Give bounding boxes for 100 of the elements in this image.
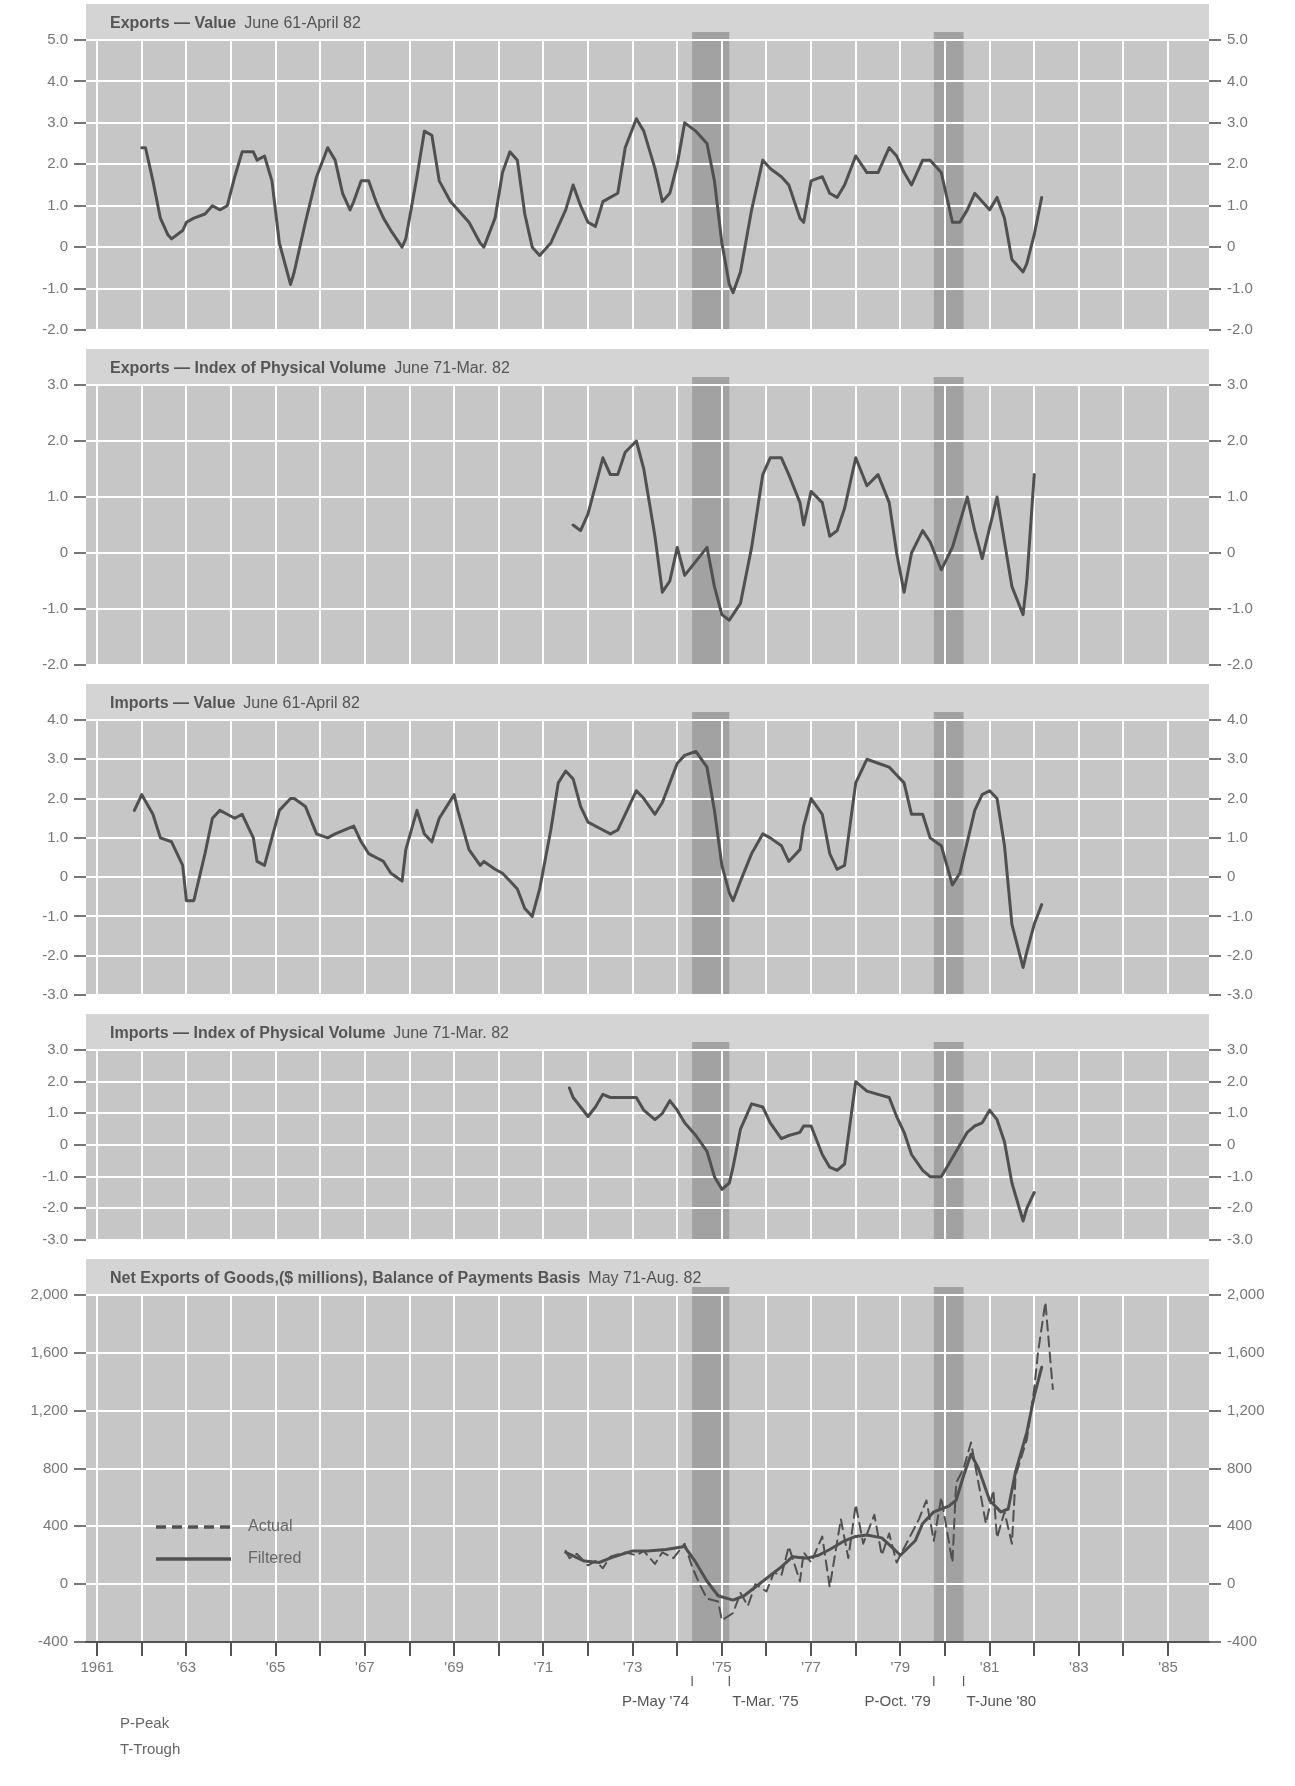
y-tick-label: 5.0 <box>47 30 68 48</box>
y-tick-label: -2.0 <box>42 655 68 673</box>
text: T-Trough <box>120 1740 181 1757</box>
y2-tick-label: 2.0 <box>1227 431 1248 449</box>
y-tick-label: 1,200 <box>30 1400 68 1418</box>
y-tick-label: 2.0 <box>47 431 68 449</box>
y-tick-label: -2.0 <box>42 945 68 963</box>
y-tick-label: 3.0 <box>47 113 68 130</box>
y-tick-label: -400 <box>37 1632 68 1650</box>
legend-label: Filtered <box>248 1549 302 1567</box>
y-tick-label: 400 <box>42 1516 68 1534</box>
chart-subtitle: June 61-April 82 <box>244 14 361 31</box>
x-tick-label: '71 <box>533 1658 554 1676</box>
y2-tick-label: -400 <box>1227 1632 1258 1650</box>
y2-tick-label: -2.0 <box>1227 655 1253 673</box>
y-tick-label: -1.0 <box>42 1166 68 1184</box>
y2-tick-label: 0 <box>1227 543 1236 561</box>
x-tick-label: '67 <box>355 1658 375 1676</box>
ref-line-label: T-June '80 <box>966 1692 1037 1709</box>
x-tick-label: '83 <box>1069 1658 1089 1676</box>
x-tick-label: 1961 <box>80 1658 114 1676</box>
chart-subtitle: June 61-April 82 <box>243 694 360 711</box>
y2-tick-label: 1,200 <box>1227 1400 1265 1418</box>
y-tick-label: 0 <box>59 867 68 885</box>
ref-line-label: T-Mar. '75 <box>732 1692 799 1709</box>
y2-tick-label: -2.0 <box>1227 1198 1253 1216</box>
y2-tick-label: -3.0 <box>1227 985 1253 1003</box>
ref-line-label: P-Oct. '79 <box>864 1692 931 1709</box>
x-tick-label: '65 <box>265 1658 286 1676</box>
legend-label: Actual <box>248 1517 293 1535</box>
y2-tick-label: 3.0 <box>1227 113 1248 130</box>
chart-title: Exports — Value <box>110 14 237 31</box>
x-tick-label: '69 <box>444 1658 464 1676</box>
text: P-Peak <box>120 1714 170 1731</box>
y-tick-label: -1.0 <box>42 599 68 617</box>
y-tick-label: 2.0 <box>47 788 68 806</box>
x-tick-label: '75 <box>712 1658 732 1676</box>
chart-subtitle: June 71-Mar. 82 <box>393 1024 510 1041</box>
y-tick-label: 3.0 <box>47 749 68 767</box>
y2-tick-label: 5.0 <box>1227 30 1248 48</box>
y-tick-label: 800 <box>42 1458 68 1476</box>
y-tick-label: 3.0 <box>47 1040 68 1058</box>
y2-tick-label: 0 <box>1227 867 1236 885</box>
y2-tick-label: 3.0 <box>1227 375 1248 393</box>
y-tick-label: 0 <box>59 1135 68 1153</box>
y2-tick-label: -3.0 <box>1227 1230 1253 1248</box>
y-tick-label: -1.0 <box>42 906 68 924</box>
y2-tick-label: 3.0 <box>1227 1040 1248 1058</box>
y2-tick-label: 1,600 <box>1227 1342 1265 1360</box>
x-tick-label: '63 <box>176 1658 197 1676</box>
x-tick-label: '73 <box>622 1658 643 1676</box>
y2-tick-label: 400 <box>1227 1516 1253 1534</box>
x-tick-label: '85 <box>1158 1658 1178 1676</box>
y-tick-label: 1.0 <box>47 828 68 845</box>
chart-title: Net Exports of Goods,($ millions), Balance of Payments Basis <box>110 1269 581 1286</box>
y2-tick-label: -1.0 <box>1227 278 1253 296</box>
y-tick-label: 1.0 <box>47 195 68 213</box>
chart-title: Imports — Index of Physical Volume <box>110 1024 386 1041</box>
y-tick-label: 2.0 <box>47 154 68 172</box>
y2-tick-label: -1.0 <box>1227 1166 1253 1184</box>
y-tick-label: -1.0 <box>42 278 68 296</box>
y-tick-label: -2.0 <box>42 1198 68 1216</box>
y2-tick-label: -1.0 <box>1227 906 1253 924</box>
y2-tick-label: -1.0 <box>1227 599 1253 617</box>
y2-tick-label: -2.0 <box>1227 945 1253 963</box>
y-tick-label: 0 <box>59 543 68 561</box>
y2-tick-label: 1.0 <box>1227 195 1248 213</box>
x-tick-label: '77 <box>801 1658 821 1676</box>
y-tick-label: -3.0 <box>42 985 68 1003</box>
y-tick-label: 0 <box>59 237 68 255</box>
y2-tick-label: 800 <box>1227 1458 1253 1476</box>
y2-tick-label: 1.0 <box>1227 487 1248 505</box>
y-tick-label: 1.0 <box>47 487 68 505</box>
y2-tick-label: 0 <box>1227 1135 1236 1153</box>
y-tick-label: 4.0 <box>47 710 68 728</box>
chart-subtitle: June 71-Mar. 82 <box>394 359 510 376</box>
x-tick-label: '81 <box>979 1658 1000 1676</box>
y-tick-label: 0 <box>59 1574 68 1592</box>
y-tick-label: 3.0 <box>47 375 68 393</box>
y2-tick-label: 0 <box>1227 237 1236 255</box>
y2-tick-label: 4.0 <box>1227 710 1248 728</box>
y2-tick-label: 2.0 <box>1227 788 1248 806</box>
chart-title: Imports — Value <box>110 694 236 711</box>
y2-tick-label: -2.0 <box>1227 320 1253 338</box>
y-tick-label: 2.0 <box>47 1071 68 1089</box>
y2-tick-label: 3.0 <box>1227 749 1248 767</box>
y2-tick-label: 4.0 <box>1227 71 1248 89</box>
y-tick-label: 1.0 <box>47 1103 68 1121</box>
y-tick-label: 1,600 <box>30 1342 68 1360</box>
y2-tick-label: 0 <box>1227 1574 1236 1592</box>
y-tick-label: -3.0 <box>42 1230 68 1248</box>
y-tick-label: 2,000 <box>30 1285 68 1303</box>
ref-line-label: P-May '74 <box>622 1692 690 1709</box>
chart-subtitle: May 71-Aug. 82 <box>588 1269 702 1286</box>
y2-tick-label: 2.0 <box>1227 1071 1248 1089</box>
y2-tick-label: 1.0 <box>1227 828 1248 845</box>
x-tick-label: '79 <box>890 1658 911 1676</box>
y-tick-label: -2.0 <box>42 320 68 338</box>
y2-tick-label: 2,000 <box>1227 1285 1265 1303</box>
y-tick-label: 4.0 <box>47 71 68 89</box>
